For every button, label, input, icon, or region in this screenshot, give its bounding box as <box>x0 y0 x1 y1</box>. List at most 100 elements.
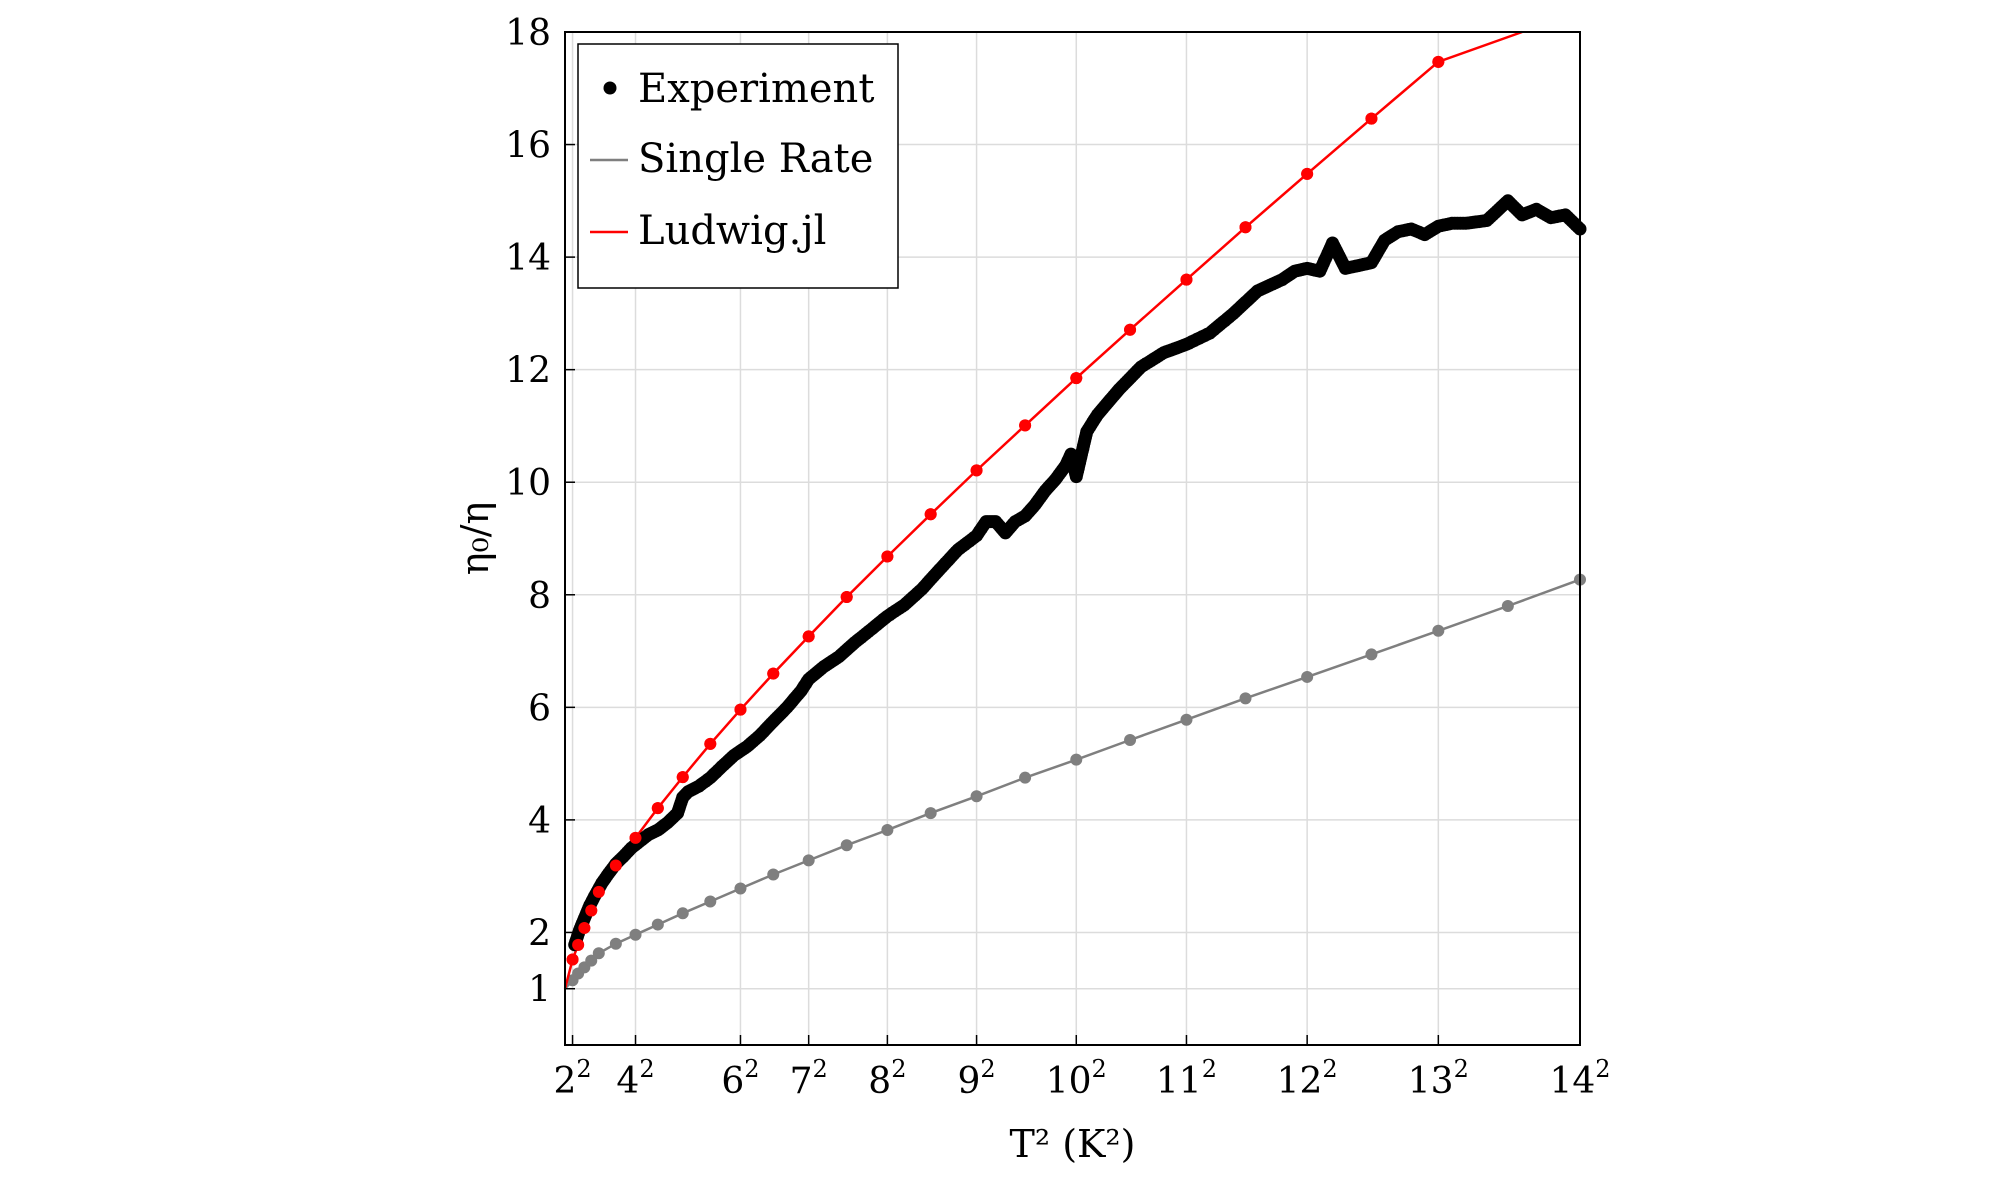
single-rate-point <box>767 868 780 881</box>
single-rate-point <box>1239 692 1252 705</box>
single-rate-point <box>609 937 622 950</box>
legend-box <box>577 43 899 289</box>
x-tick-exponent: 2 <box>1454 1055 1469 1083</box>
x-tick-label: 142 <box>1549 1055 1610 1102</box>
x-tick-exponent: 2 <box>1202 1055 1217 1083</box>
ludwig-point-overlay <box>704 737 717 750</box>
x-tick-exponent: 2 <box>812 1055 827 1083</box>
ludwig-point-overlay <box>1365 112 1378 125</box>
y-tick-label: 1 <box>528 970 551 1011</box>
ludwig-point-overlay <box>970 464 983 477</box>
y-tick-label: 18 <box>505 13 551 54</box>
single-rate-point <box>1019 771 1032 784</box>
y-tick-label: 4 <box>528 801 551 842</box>
series-experiment <box>568 194 1587 952</box>
ludwig-point-overlay <box>840 591 853 604</box>
y-tick-label: 8 <box>528 576 551 617</box>
legend-single-rate-label: Single Rate <box>638 136 873 182</box>
x-tick-exponent: 2 <box>891 1055 906 1083</box>
y-tick-label: 2 <box>528 913 551 954</box>
single-rate-point <box>1070 753 1083 766</box>
x-tick-label: 112 <box>1156 1055 1217 1102</box>
y-tick-label: 14 <box>505 238 551 279</box>
x-axis-ticks: 22 42 62 72 82 92 102 112 122 132 142 <box>553 1035 1611 1102</box>
x-tick-label: 102 <box>1046 1055 1107 1102</box>
x-tick-label: 122 <box>1277 1055 1338 1102</box>
x-tick-exponent: 2 <box>980 1055 995 1083</box>
single-rate-point <box>1501 600 1514 613</box>
plot-frame <box>564 31 1581 1046</box>
series-layer <box>563 30 1587 990</box>
x-tick-label: 42 <box>616 1055 654 1102</box>
single-rate-point <box>1365 648 1378 661</box>
x-tick-label: 62 <box>721 1055 759 1102</box>
ludwig-point-overlay <box>1180 273 1193 286</box>
x-tick-label: 132 <box>1408 1055 1469 1102</box>
x-tick-exponent: 2 <box>1322 1055 1337 1083</box>
single-rate-line <box>564 578 1581 990</box>
x-tick-exponent: 2 <box>639 1055 654 1083</box>
x-tick-label: 72 <box>790 1055 828 1102</box>
x-tick-base: 10 <box>1046 1061 1092 1102</box>
y-tick-label: 10 <box>505 463 551 504</box>
x-tick-exponent: 2 <box>744 1055 759 1083</box>
x-tick-base: 6 <box>721 1061 744 1102</box>
single-rate-point <box>840 839 853 852</box>
x-tick-base: 9 <box>957 1061 980 1102</box>
ludwig-point-overlay <box>609 859 622 872</box>
single-rate-point <box>802 854 815 867</box>
single-rate-point <box>1180 713 1193 726</box>
ludwig-point-overlay <box>802 630 815 643</box>
ludwig-point-overlay <box>1124 323 1137 336</box>
ludwig-point-overlay <box>578 921 591 934</box>
x-tick-exponent: 2 <box>1595 1055 1610 1083</box>
x-tick-base: 7 <box>790 1061 813 1102</box>
single-rate-point <box>1301 670 1314 683</box>
single-rate-point <box>676 907 689 920</box>
y-axis-label: η₀/η <box>453 502 497 576</box>
legend-experiment-label: Experiment <box>638 66 874 112</box>
x-tick-base: 11 <box>1156 1061 1202 1102</box>
x-tick-base: 8 <box>868 1061 891 1102</box>
x-tick-label: 82 <box>868 1055 906 1102</box>
ludwig-point-overlay <box>734 703 747 716</box>
legend-experiment-marker <box>603 81 617 95</box>
ludwig-point-overlay <box>572 938 585 951</box>
ludwig-point-overlay <box>629 831 642 844</box>
ludwig-point-overlay <box>881 550 894 563</box>
single-rate-point <box>629 928 642 941</box>
single-rate-point <box>970 790 983 803</box>
ludwig-point-overlay <box>651 802 664 815</box>
single-rate-point <box>1432 624 1445 637</box>
single-rate-point <box>592 947 605 960</box>
x-tick-base: 12 <box>1277 1061 1323 1102</box>
ludwig-point-overlay <box>1070 372 1083 385</box>
x-tick-label: 92 <box>957 1055 995 1102</box>
x-axis-label: T² (K²) <box>1010 1122 1136 1166</box>
legend: Experiment Single Rate Ludwig.jl <box>577 43 899 289</box>
single-rate-point <box>704 895 717 908</box>
single-rate-point <box>1124 733 1137 746</box>
x-tick-base: 14 <box>1549 1061 1595 1102</box>
x-tick-exponent: 2 <box>1092 1055 1107 1083</box>
single-rate-point <box>924 807 937 820</box>
x-tick-base: 2 <box>553 1061 576 1102</box>
series-single-rate <box>564 573 1586 990</box>
y-tick-label: 16 <box>505 126 551 167</box>
ludwig-point-overlay <box>924 508 937 521</box>
x-tick-label: 22 <box>553 1055 591 1102</box>
single-rate-point <box>585 954 598 967</box>
y-tick-label: 12 <box>505 351 551 392</box>
ludwig-point-overlay <box>585 904 598 917</box>
ludwig-point-overlay <box>1239 221 1252 234</box>
single-rate-point <box>881 824 894 837</box>
ludwig-point-overlay <box>1432 55 1445 68</box>
ludwig-point-overlay <box>566 953 579 966</box>
x-tick-base: 4 <box>616 1061 639 1102</box>
single-rate-point <box>734 882 747 895</box>
ludwig-point-overlay <box>1301 167 1314 180</box>
y-tick-label: 6 <box>528 688 551 729</box>
ludwig-point-overlay <box>1019 419 1032 432</box>
